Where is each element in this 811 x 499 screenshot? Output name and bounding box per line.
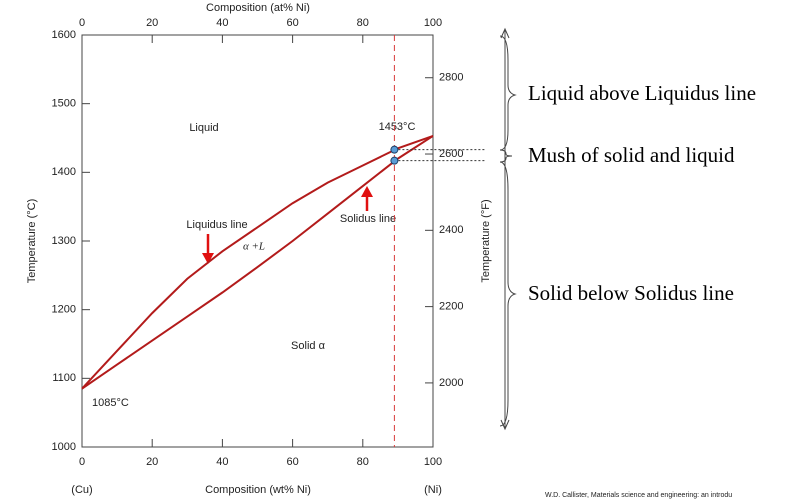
point [390, 156, 399, 165]
x-end-label: (Ni) [424, 484, 442, 496]
series-label: Liquidus line [186, 219, 247, 231]
y-tick-label: 1300 [52, 235, 76, 247]
annotation: 1085°C [92, 397, 129, 409]
x-tick-label: 60 [286, 456, 298, 468]
brace [499, 161, 517, 427]
x-tick-label: 40 [216, 456, 228, 468]
annotation: Solid α [291, 340, 326, 352]
arrow-head [500, 419, 510, 431]
arrow-head [361, 186, 373, 197]
x2-tick-label: 20 [146, 17, 158, 29]
brace [499, 35, 517, 151]
annotation: 1453°C [379, 121, 416, 133]
x2-tick-label: 0 [79, 17, 85, 29]
arrow-head [500, 27, 510, 39]
y2-tick-label: 2600 [439, 148, 463, 160]
top-axis-title: Composition (at% Ni) [206, 2, 310, 14]
x2-tick-label: 80 [357, 17, 369, 29]
x2-tick-label: 60 [286, 17, 298, 29]
y2-tick-label: 2200 [439, 301, 463, 313]
note: Solid below Solidus line [528, 281, 734, 305]
arrow-head [202, 253, 214, 264]
y-tick-label: 1200 [52, 304, 76, 316]
x-end-label: (Cu) [71, 484, 92, 496]
y-tick-label: 1000 [52, 441, 76, 453]
x-tick-label: 20 [146, 456, 158, 468]
y-tick-label: 1400 [52, 166, 76, 178]
x-tick-label: 100 [424, 456, 442, 468]
x-tick-label: 80 [357, 456, 369, 468]
x2-tick-label: 40 [216, 17, 228, 29]
y2-axis-title: Temperature (°F) [480, 199, 492, 282]
series-label: Solidus line [340, 213, 396, 225]
annotation: Liquid [189, 122, 218, 134]
y2-tick-label: 2400 [439, 224, 463, 236]
note: Liquid above Liquidus line [528, 81, 756, 105]
y2-tick-label: 2000 [439, 377, 463, 389]
y-tick-label: 1600 [52, 29, 76, 41]
brace [499, 149, 513, 163]
y-tick-label: 1500 [52, 98, 76, 110]
y2-tick-label: 2800 [439, 72, 463, 84]
credit: W.D. Callister, Materials science and en… [545, 492, 732, 499]
x-axis-title: Composition (wt% Ni) [205, 484, 311, 496]
curve [81, 134, 434, 390]
point [390, 145, 399, 154]
note: Mush of solid and liquid [528, 143, 735, 167]
curve [81, 135, 434, 390]
y-axis-title: Temperature (°C) [26, 199, 38, 283]
x2-tick-label: 100 [424, 17, 442, 29]
annotation: α +L [243, 241, 265, 253]
x-tick-label: 0 [79, 456, 85, 468]
y-tick-label: 1100 [52, 372, 76, 384]
